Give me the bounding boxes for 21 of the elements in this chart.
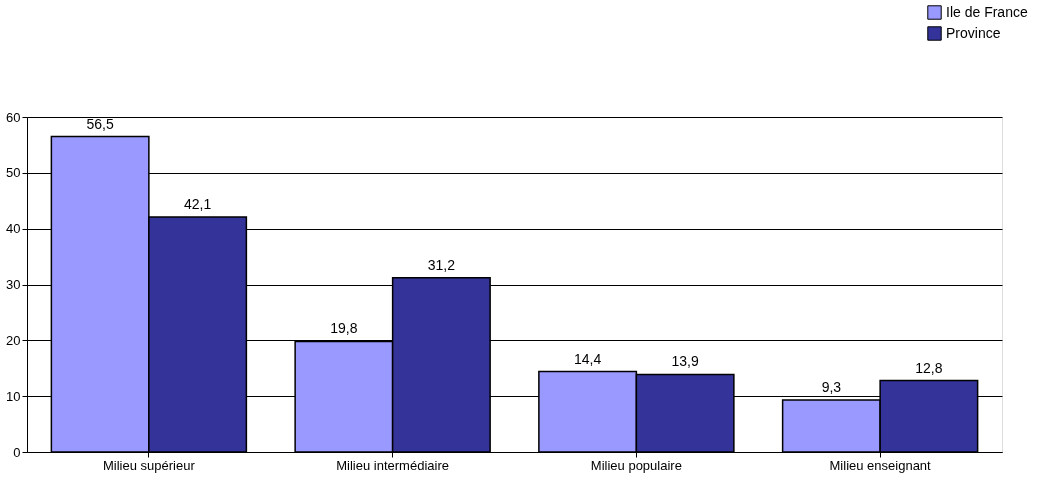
y-tick-label: 0 xyxy=(13,444,21,460)
x-tick-label: Milieu enseignant xyxy=(829,457,932,473)
legend-label: Ile de France xyxy=(946,3,1028,20)
data-label: 56,5 xyxy=(86,115,114,132)
data-label: 12,8 xyxy=(915,359,943,376)
data-label: 31,2 xyxy=(427,256,456,273)
data-label: 13,9 xyxy=(671,353,699,370)
x-tick-label: Milieu intermédiaire xyxy=(336,457,449,473)
data-label: 42,1 xyxy=(184,195,212,212)
y-tick-label: 40 xyxy=(6,221,21,237)
y-tick-label: 30 xyxy=(6,277,21,292)
data-label: 9,3 xyxy=(821,379,842,396)
y-tick-label: 10 xyxy=(6,388,21,404)
x-tick-label: Milieu supérieur xyxy=(102,457,196,473)
legend-label: Province xyxy=(946,24,1001,41)
y-tick-label: 20 xyxy=(6,332,21,348)
y-tick-label: 60 xyxy=(6,109,21,125)
data-label: 14,4 xyxy=(574,350,602,367)
x-tick-label: Milieu populaire xyxy=(590,457,682,473)
y-tick-label: 50 xyxy=(6,165,21,181)
data-label: 19,8 xyxy=(330,320,358,337)
